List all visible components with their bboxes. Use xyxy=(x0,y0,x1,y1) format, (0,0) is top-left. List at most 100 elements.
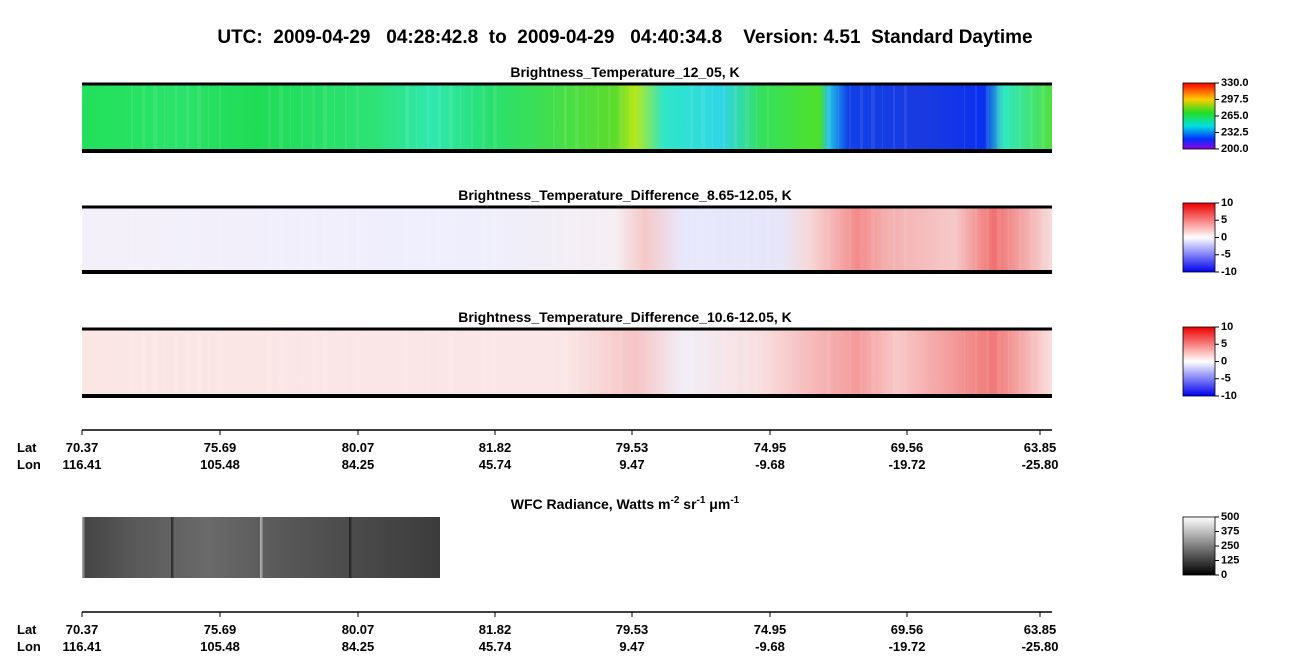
panel-title: Brightness_Temperature_Difference_8.65-1… xyxy=(458,187,792,203)
lat-label: 74.95 xyxy=(754,440,787,455)
streak xyxy=(871,329,875,396)
superscript: -1 xyxy=(730,495,739,506)
data-strip xyxy=(82,329,1052,396)
wfc-streak xyxy=(260,517,263,578)
streak xyxy=(427,329,429,396)
colorbar-label: 0 xyxy=(1221,569,1227,581)
lat-label: 80.07 xyxy=(342,440,375,455)
colorbar xyxy=(1182,202,1216,273)
streak xyxy=(356,84,359,151)
streak xyxy=(1008,329,1009,396)
streak xyxy=(153,207,157,272)
streak xyxy=(449,84,453,151)
streak xyxy=(279,329,283,396)
lon-label: 9.47 xyxy=(619,457,644,472)
streak xyxy=(964,329,965,396)
streak xyxy=(712,329,713,396)
streak xyxy=(723,207,725,272)
wfc-streak xyxy=(349,517,352,578)
wfc-streak xyxy=(349,517,350,578)
colorbar-label: 0 xyxy=(1221,355,1227,367)
streak xyxy=(460,84,461,151)
streak xyxy=(197,207,201,272)
streak xyxy=(767,329,769,396)
wfc-streak xyxy=(349,517,352,578)
colorbar-label: 375 xyxy=(1221,525,1239,537)
streak xyxy=(849,207,851,272)
title-part: WFC Radiance, Watts m xyxy=(511,496,671,512)
streak xyxy=(438,207,441,272)
streak xyxy=(416,329,417,396)
streak xyxy=(153,329,157,396)
streak xyxy=(964,84,965,151)
streak xyxy=(553,84,555,151)
streak xyxy=(849,329,851,396)
streak xyxy=(345,207,347,272)
streak xyxy=(131,329,133,396)
streak xyxy=(471,84,473,151)
streak xyxy=(597,329,599,396)
streak xyxy=(608,84,611,151)
streak xyxy=(871,84,875,151)
streak xyxy=(142,207,145,272)
streak xyxy=(586,84,587,151)
colorbar-label: 232.5 xyxy=(1221,126,1249,138)
streak xyxy=(701,329,705,396)
wfc-streak xyxy=(82,517,84,578)
streak xyxy=(493,329,497,396)
wfc-streak xyxy=(82,517,83,578)
colorbar-label: 250 xyxy=(1221,540,1239,552)
streak xyxy=(493,207,497,272)
streak xyxy=(438,329,441,396)
lon-label: 116.41 xyxy=(62,639,101,654)
streak xyxy=(345,329,347,396)
streak xyxy=(197,329,201,396)
streak xyxy=(564,329,567,396)
streak xyxy=(164,329,165,396)
streak xyxy=(405,329,409,396)
colorbar-label: 10 xyxy=(1221,321,1233,333)
lat-heading: Lat xyxy=(17,622,37,637)
streak xyxy=(619,207,623,272)
lat-label: 63.85 xyxy=(1024,440,1057,455)
wfc-streak xyxy=(260,517,262,578)
wfc-streak xyxy=(171,517,172,578)
lon-label: -9.68 xyxy=(755,639,785,654)
lat-label: 80.07 xyxy=(342,622,375,637)
streak xyxy=(904,207,907,272)
streak xyxy=(975,329,977,396)
streak xyxy=(838,84,839,151)
colorbar-label: 330.0 xyxy=(1221,77,1249,89)
lat-label: 70.37 xyxy=(66,622,99,637)
streak xyxy=(131,84,133,151)
colorbar-label: 10 xyxy=(1221,197,1233,209)
streak xyxy=(767,84,769,151)
streak xyxy=(460,207,461,272)
streak xyxy=(356,329,359,396)
panel-title: Brightness_Temperature_12_05, K xyxy=(510,64,739,80)
streak xyxy=(745,329,749,396)
streak xyxy=(575,329,579,396)
streak xyxy=(186,207,189,272)
wfc-streak xyxy=(82,517,83,578)
streak xyxy=(986,329,989,396)
streak xyxy=(405,207,409,272)
colorbar-label: -5 xyxy=(1221,249,1231,261)
streak xyxy=(164,207,165,272)
streak xyxy=(460,329,461,396)
colorbar-label: -10 xyxy=(1221,390,1237,402)
streak xyxy=(449,207,453,272)
streak xyxy=(175,207,177,272)
lat-label: 75.69 xyxy=(204,440,237,455)
wfc-streak xyxy=(349,517,350,578)
streak xyxy=(1008,84,1009,151)
streak xyxy=(1030,84,1033,151)
streak xyxy=(838,329,839,396)
streak xyxy=(427,84,429,151)
streak xyxy=(186,84,189,151)
title-part: sr xyxy=(679,496,697,512)
wfc-streak xyxy=(260,517,263,578)
lat-label: 63.85 xyxy=(1024,622,1057,637)
streak xyxy=(619,329,623,396)
lat-label: 81.82 xyxy=(479,622,512,637)
